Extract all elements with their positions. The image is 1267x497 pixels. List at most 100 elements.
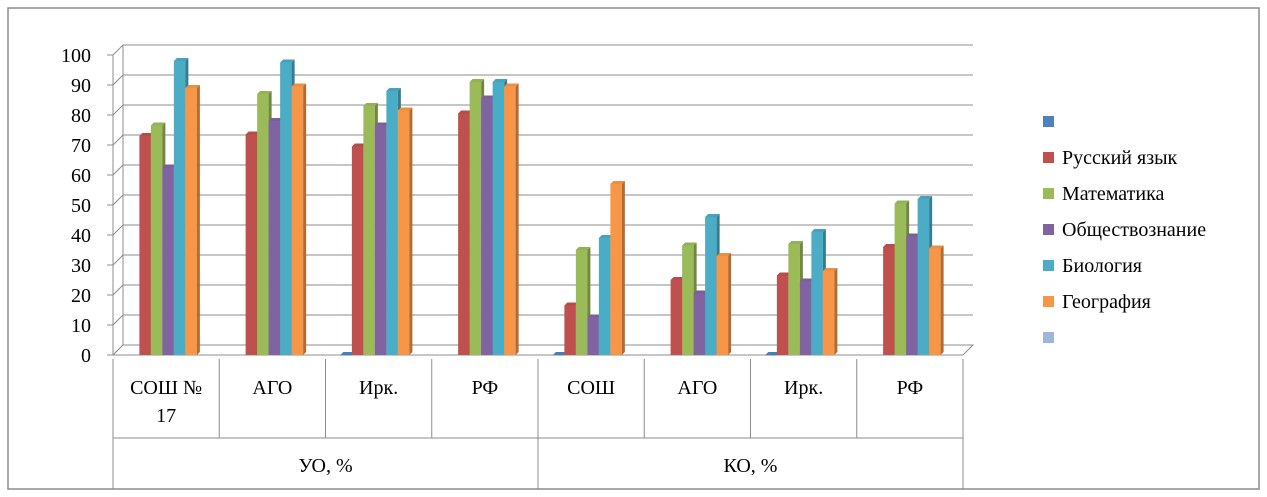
legend-label: Биология xyxy=(1062,255,1142,277)
bar xyxy=(587,317,599,355)
y-tick-label: 0 xyxy=(81,345,91,367)
bar-top xyxy=(788,241,803,244)
bar xyxy=(139,136,151,355)
legend-swatch xyxy=(1043,296,1054,307)
gridline-depth xyxy=(112,164,124,176)
gridline-depth xyxy=(112,314,124,326)
bar xyxy=(257,94,269,355)
bar-top xyxy=(610,181,625,184)
bar-top xyxy=(776,272,792,276)
bar xyxy=(788,244,800,355)
bar xyxy=(716,256,729,355)
bar-top xyxy=(598,235,614,238)
bar xyxy=(552,355,565,356)
bar-top xyxy=(552,352,568,355)
bar-top xyxy=(906,233,921,237)
bar-side xyxy=(196,85,200,355)
legend-swatch xyxy=(1043,152,1054,163)
bar xyxy=(670,280,683,355)
x-tick-label: СОШ xyxy=(567,377,615,399)
bar xyxy=(150,125,163,355)
bar-top xyxy=(822,268,838,271)
bar-top xyxy=(340,352,355,355)
bar xyxy=(682,245,694,355)
bar-top xyxy=(268,118,284,121)
y-tick-label: 60 xyxy=(71,165,91,187)
gridline-depth xyxy=(112,134,124,146)
bar xyxy=(291,86,304,355)
bar xyxy=(598,238,611,355)
bar-top xyxy=(291,83,307,87)
x-tick-label: Ирк. xyxy=(359,377,398,399)
bar-top xyxy=(587,314,602,318)
y-tick-label: 100 xyxy=(61,45,91,67)
group-label: КО, % xyxy=(724,455,778,477)
bar xyxy=(162,167,174,355)
bar-top xyxy=(705,214,720,217)
bar xyxy=(822,271,835,355)
chart-border xyxy=(7,7,1260,490)
bar-top xyxy=(682,242,697,246)
bar-side xyxy=(940,245,944,355)
bar xyxy=(185,88,197,355)
bar-side xyxy=(409,107,413,355)
bar xyxy=(340,355,352,356)
bar-top xyxy=(162,164,177,168)
bar-side xyxy=(303,83,307,355)
x-tick-label: Ирк. xyxy=(784,377,823,399)
bar-top xyxy=(894,200,910,204)
legend-label: Математика xyxy=(1062,183,1164,205)
bar xyxy=(386,91,398,355)
x-tick-label: РФ xyxy=(897,377,924,399)
bar xyxy=(564,305,576,355)
bar-top xyxy=(883,244,898,247)
legend-swatch xyxy=(1043,260,1054,271)
bar xyxy=(504,86,516,355)
x-tick-label: СОШ № 17 xyxy=(130,377,202,427)
y-tick-label: 70 xyxy=(71,135,91,157)
bar xyxy=(765,355,777,356)
y-tick-label: 20 xyxy=(71,285,91,307)
bar-side xyxy=(515,83,519,355)
bar-top xyxy=(670,277,686,280)
bar xyxy=(173,61,186,355)
bar xyxy=(705,217,717,355)
y-tick-label: 80 xyxy=(71,105,91,127)
bar xyxy=(469,82,482,355)
bar-top xyxy=(374,122,390,126)
y-tick-label: 50 xyxy=(71,195,91,217)
gridline-depth xyxy=(112,254,124,266)
bar xyxy=(458,113,470,355)
bar xyxy=(883,247,895,355)
bar xyxy=(268,121,281,355)
bar xyxy=(799,281,812,355)
bar-top xyxy=(245,131,261,135)
bar-top xyxy=(458,110,473,114)
y-tick-label: 40 xyxy=(71,225,91,247)
bar xyxy=(575,250,588,355)
bar xyxy=(693,293,706,355)
bar-side xyxy=(834,268,838,355)
floor xyxy=(111,344,975,356)
bar-top xyxy=(492,79,508,82)
bar-top xyxy=(150,122,166,126)
bar-top xyxy=(799,278,815,282)
bar-top xyxy=(765,352,780,355)
gridline-depth xyxy=(112,104,124,116)
bar-top xyxy=(257,91,272,94)
legend-label: Обществознание xyxy=(1062,219,1206,241)
bar xyxy=(481,98,493,355)
y-tick-label: 10 xyxy=(71,315,91,337)
bar-top xyxy=(811,229,826,232)
y-tick-label: 90 xyxy=(71,75,91,97)
legend-swatch xyxy=(1043,188,1054,199)
legend-label: Русский язык xyxy=(1062,147,1178,169)
bar-top xyxy=(693,290,709,294)
bar-top xyxy=(386,88,401,91)
bar-top xyxy=(481,95,496,99)
bar-top xyxy=(564,302,579,306)
bar xyxy=(363,106,375,355)
bar-top xyxy=(929,245,944,249)
bar-top xyxy=(917,196,933,199)
